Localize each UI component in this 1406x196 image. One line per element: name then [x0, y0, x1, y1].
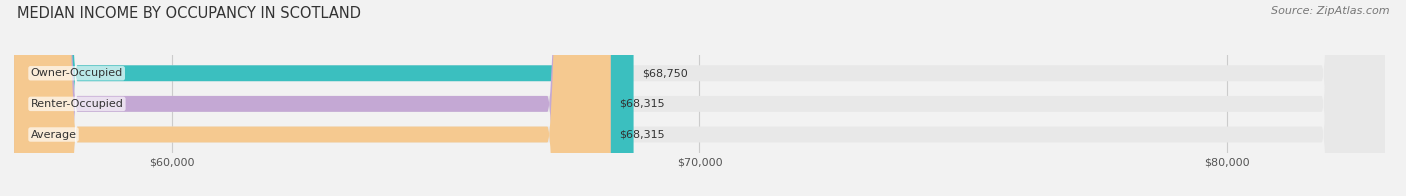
Text: $68,315: $68,315: [619, 99, 665, 109]
FancyBboxPatch shape: [14, 0, 610, 196]
FancyBboxPatch shape: [14, 0, 610, 196]
Text: $68,750: $68,750: [641, 68, 688, 78]
Text: Source: ZipAtlas.com: Source: ZipAtlas.com: [1271, 6, 1389, 16]
Text: Owner-Occupied: Owner-Occupied: [31, 68, 122, 78]
FancyBboxPatch shape: [14, 0, 1385, 196]
Text: $68,315: $68,315: [619, 130, 665, 140]
FancyBboxPatch shape: [14, 0, 1385, 196]
FancyBboxPatch shape: [14, 0, 634, 196]
FancyBboxPatch shape: [14, 0, 1385, 196]
Text: Average: Average: [31, 130, 76, 140]
Text: MEDIAN INCOME BY OCCUPANCY IN SCOTLAND: MEDIAN INCOME BY OCCUPANCY IN SCOTLAND: [17, 6, 361, 21]
Text: Renter-Occupied: Renter-Occupied: [31, 99, 124, 109]
